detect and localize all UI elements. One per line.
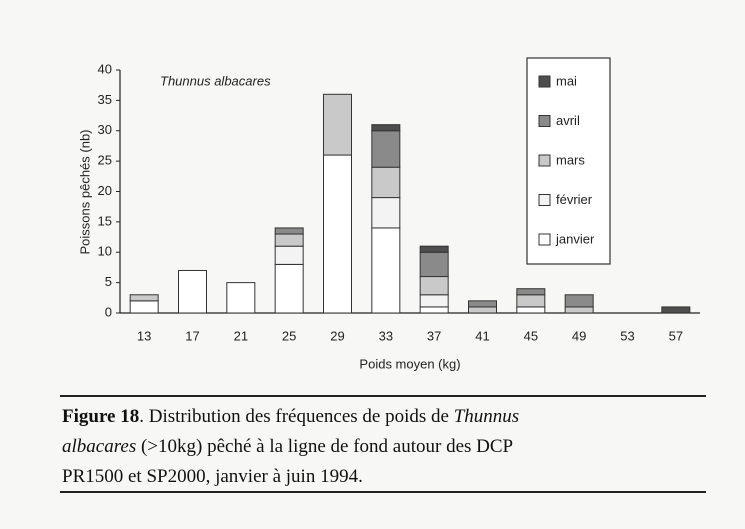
bar-segment <box>371 166 401 199</box>
y-tick-label: 15 <box>98 213 112 228</box>
y-tick-label: 30 <box>98 122 112 137</box>
caption-species: Thunnus <box>454 406 519 427</box>
caption-text: PR1500 et SP2000, janvier à juin 1994. <box>62 466 363 487</box>
bar-segment <box>516 306 546 314</box>
x-tick-label: 29 <box>330 328 344 343</box>
x-tick-label: 53 <box>620 328 634 343</box>
y-tick-label: 40 <box>98 61 112 76</box>
legend-swatch <box>538 154 551 167</box>
y-tick-label: 0 <box>105 304 112 319</box>
legend-label: février <box>556 192 593 207</box>
legend-swatch <box>538 194 551 206</box>
x-tick-label: 21 <box>234 328 248 343</box>
bar-segment <box>371 130 401 168</box>
caption-line: Figure 18. Distribution des fréquences d… <box>62 406 519 427</box>
bar-segment <box>129 300 159 314</box>
bar-segment <box>323 93 352 156</box>
bar-segment <box>468 306 497 314</box>
x-tick-label: 41 <box>475 328 489 343</box>
bar-segment <box>371 227 401 314</box>
bar-segment <box>516 288 546 296</box>
bar-segment <box>129 294 159 302</box>
bar-segment <box>419 245 449 253</box>
x-tick-label: 57 <box>669 328 683 343</box>
y-tick-label: 5 <box>105 274 112 289</box>
bar-segment <box>516 294 546 308</box>
bar-segment <box>564 294 594 308</box>
bar-segment <box>661 306 691 314</box>
x-tick-label: 37 <box>427 328 441 343</box>
caption-species: albacares <box>62 436 136 457</box>
legend-swatch <box>538 233 551 246</box>
bar-segment <box>419 251 449 278</box>
bar-segment <box>419 276 449 296</box>
bar-segment <box>419 294 449 308</box>
bar-segment <box>274 233 304 247</box>
bar-segment <box>178 269 207 314</box>
y-tick-label: 10 <box>98 244 112 259</box>
caption-text: (>10kg) pêché à la ligne de fond autour … <box>136 436 513 457</box>
caption-line: albacares (>10kg) pêché à la ligne de fo… <box>62 436 513 457</box>
x-axis-label: Poids moyen (kg) <box>359 356 460 371</box>
x-tick-label: 33 <box>379 328 393 343</box>
legend-label: avril <box>556 113 580 128</box>
x-tick-label: 45 <box>524 328 538 343</box>
legend-swatch <box>538 115 551 127</box>
bar-segment <box>371 197 401 229</box>
bar-segment <box>274 245 304 265</box>
caption-text: . Distribution des fréquences de poids d… <box>139 406 453 427</box>
legend-swatch <box>538 75 551 88</box>
y-axis-label: Poissons pêchés (nb) <box>77 129 92 254</box>
caption-label: Figure 18 <box>62 406 139 427</box>
bar-segment <box>468 300 497 308</box>
y-tick-label: 35 <box>98 92 112 107</box>
x-tick-label: 25 <box>282 328 296 343</box>
bar-segment <box>419 306 449 314</box>
x-tick-label: 49 <box>572 328 586 343</box>
x-tick-label: 13 <box>137 328 151 343</box>
legend-label: janvier <box>555 231 595 246</box>
y-tick-label: 25 <box>98 153 112 168</box>
legend-label: mars <box>556 152 585 167</box>
legend-label: mai <box>556 73 577 88</box>
x-tick-label: 17 <box>185 328 199 343</box>
bar-segment <box>274 263 304 314</box>
bar-segment <box>226 282 256 314</box>
bar-segment <box>323 154 352 314</box>
bar-segment <box>564 306 594 314</box>
bar-segment <box>371 124 401 132</box>
bar-segment <box>274 227 304 235</box>
y-tick-label: 20 <box>98 183 112 198</box>
annotation: Thunnus albacares <box>160 73 271 88</box>
